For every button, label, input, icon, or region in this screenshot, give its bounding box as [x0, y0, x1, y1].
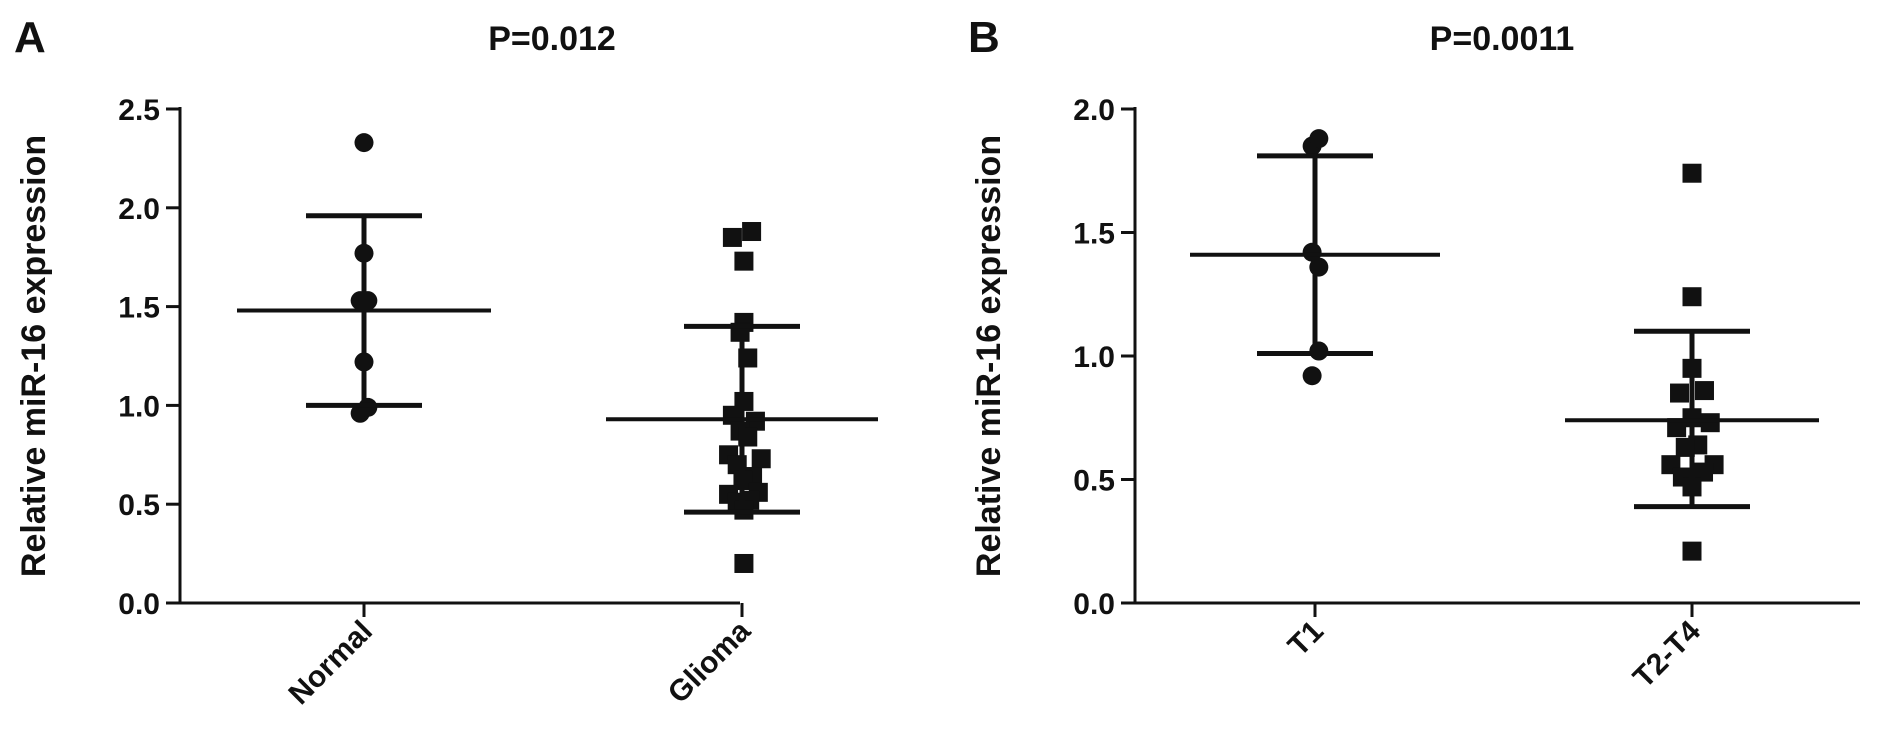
- data-point-square: [1694, 381, 1714, 401]
- data-point-square: [742, 222, 762, 242]
- data-point-square: [734, 553, 754, 573]
- data-point-square: [1682, 287, 1702, 307]
- y-tick-label: 0.0: [118, 588, 160, 621]
- data-point-square: [1682, 541, 1702, 561]
- y-tick-label: 2.0: [1073, 94, 1115, 127]
- data-point-circle: [358, 291, 378, 311]
- series-t2-t4: [1565, 163, 1819, 561]
- y-tick-label: 0.5: [118, 489, 160, 522]
- y-tick-label: 1.0: [118, 390, 160, 423]
- y-tick-label: 1.0: [1073, 341, 1115, 374]
- y-axis-label: Relative miR-16 expression: [15, 135, 53, 577]
- y-axis-label: Relative miR-16 expression: [970, 135, 1008, 577]
- data-point-circle: [354, 133, 374, 153]
- y-tick-label: 0.5: [1073, 465, 1115, 498]
- data-point-circle: [1302, 366, 1322, 386]
- data-point-square: [734, 251, 754, 271]
- data-point-square: [722, 227, 742, 247]
- panel-a: A P=0.012 Relative miR-16 expression 0.0 0.5…: [14, 13, 878, 711]
- data-point-square: [1694, 462, 1714, 482]
- data-point-circle: [1309, 257, 1329, 277]
- panel-b: B P=0.0011 Relative miR-16 expression 0.0 0.…: [968, 13, 1860, 695]
- x-tick-label: Normal: [283, 615, 379, 711]
- y-tick-label: 1.5: [118, 292, 160, 325]
- y-tick-label: 0.0: [1073, 588, 1115, 621]
- data-point-square: [1700, 413, 1720, 433]
- data-point-square: [1670, 383, 1690, 403]
- data-point-square: [1667, 418, 1687, 438]
- series-glioma: [606, 222, 878, 573]
- chart-title: P=0.012: [488, 20, 616, 58]
- x-tick-label: Glioma: [662, 614, 757, 709]
- chart-title: P=0.0011: [1430, 20, 1575, 58]
- y-tick-label: 1.5: [1073, 218, 1115, 251]
- panel-label: A: [14, 13, 46, 62]
- x-tick-label: T2-T4: [1627, 614, 1707, 694]
- panel-label: B: [968, 13, 1000, 62]
- data-point-square: [751, 449, 771, 469]
- series-t1: [1190, 129, 1440, 386]
- data-point-circle: [1309, 129, 1329, 149]
- x-tick-label: T1: [1282, 615, 1330, 663]
- y-tick-label: 2.0: [118, 193, 160, 226]
- series-normal: [237, 133, 491, 423]
- data-point-square: [1682, 163, 1702, 183]
- y-tick-label: 2.5: [118, 94, 160, 127]
